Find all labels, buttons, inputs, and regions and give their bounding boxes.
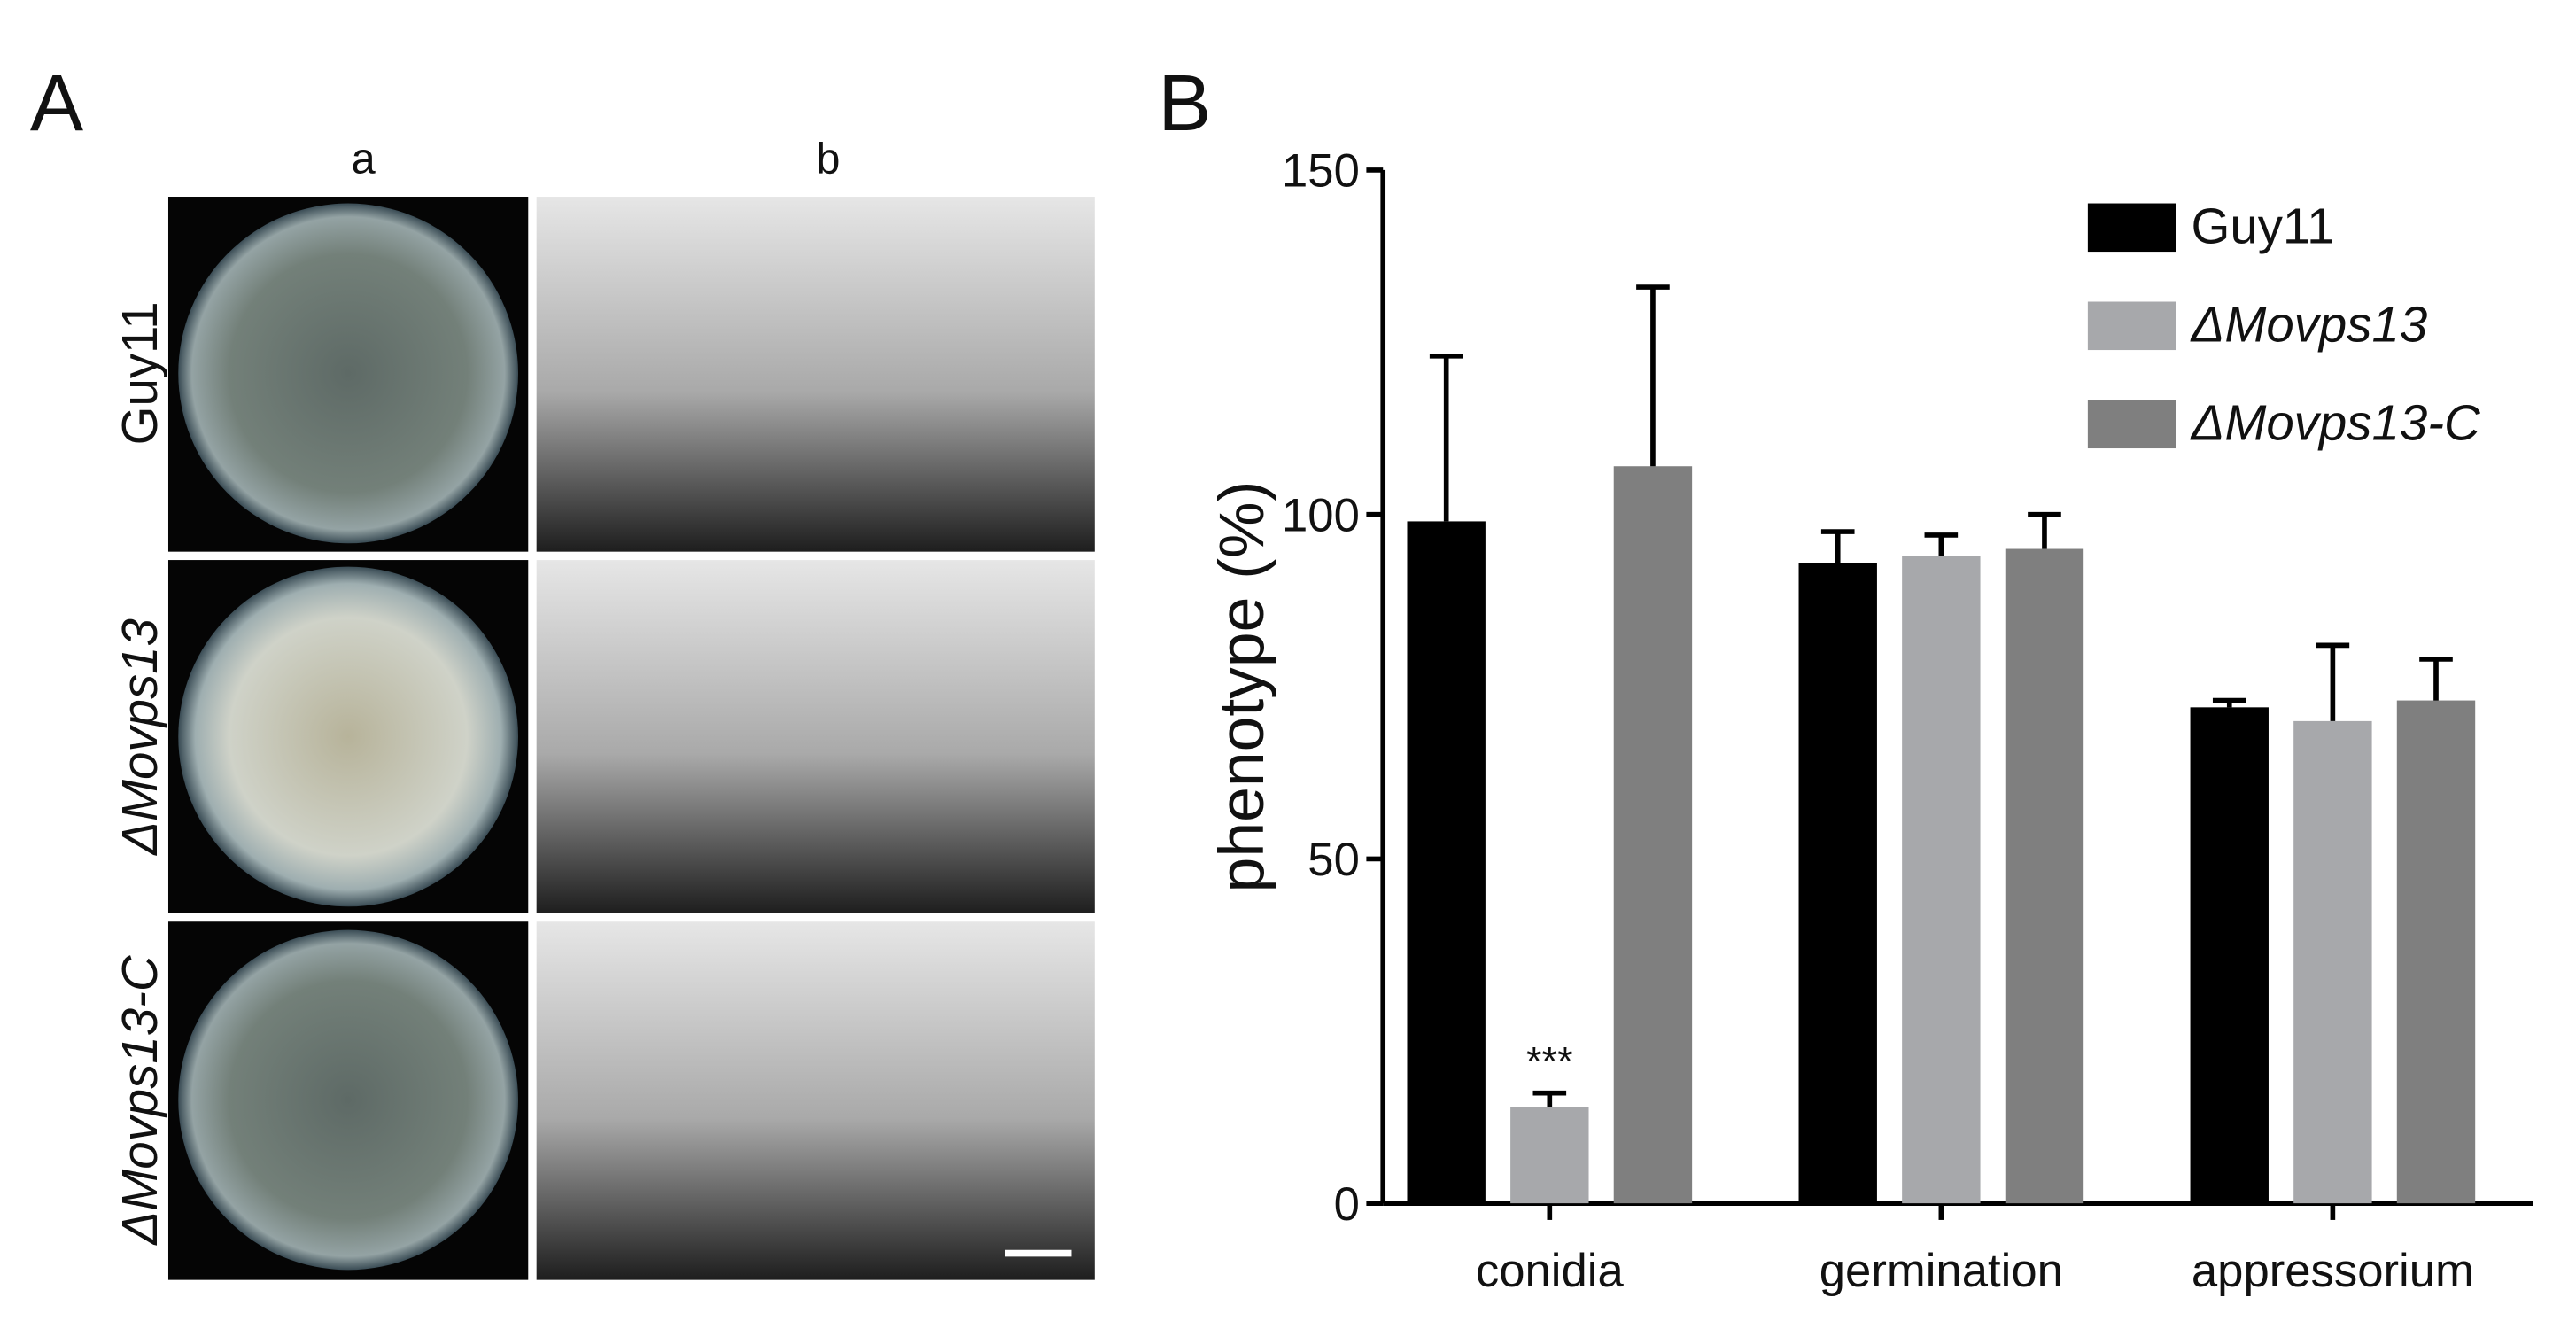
error-bar	[2028, 511, 2061, 549]
error-bar	[2212, 697, 2246, 708]
bar	[2005, 548, 2084, 1204]
column-label: a	[351, 136, 376, 183]
row-label: ΔMovps13-C	[112, 954, 167, 1247]
error-bar	[1636, 284, 1670, 467]
x-tick-label: germination	[1819, 1245, 2063, 1297]
micrograph	[536, 921, 1095, 1280]
panel-label: A	[30, 58, 84, 148]
column-label: b	[816, 136, 840, 183]
legend-swatch	[2087, 203, 2176, 253]
y-tick-label: 0	[1334, 1178, 1360, 1231]
plate	[178, 203, 518, 544]
row-label: ΔMovps13	[112, 618, 167, 857]
legend-swatch	[2087, 301, 2176, 351]
annotation: ***	[1526, 1038, 1573, 1084]
bar	[1407, 521, 1486, 1204]
bar	[2396, 700, 2476, 1204]
x-tick-label: appressorium	[2192, 1245, 2474, 1297]
plate	[178, 929, 518, 1271]
legend-swatch	[2087, 400, 2176, 449]
y-axis-title: phenotype (%)	[1207, 481, 1277, 893]
error-bar	[1532, 1090, 1567, 1108]
x-tick-label: conidia	[1476, 1245, 1625, 1297]
bar	[1613, 466, 1693, 1204]
error-bar	[1924, 532, 1959, 556]
bar	[1798, 563, 1877, 1204]
y-tick-label: 50	[1307, 834, 1360, 886]
panel-label: B	[1158, 58, 1211, 148]
row-label: Guy11	[112, 301, 167, 445]
legend-label: ΔMovps13	[2189, 297, 2427, 353]
y-tick-label: 100	[1282, 489, 1360, 541]
bar	[2190, 707, 2269, 1204]
legend-label: Guy11	[2191, 198, 2334, 254]
error-bar	[1429, 354, 1463, 522]
plate	[178, 566, 518, 907]
error-bar	[1820, 529, 1855, 563]
micrograph	[536, 560, 1095, 913]
error-bar	[2419, 657, 2453, 701]
micrograph	[536, 197, 1095, 552]
bar	[1902, 556, 1981, 1204]
photo-grid	[167, 197, 1095, 1280]
bar	[2293, 720, 2372, 1204]
legend-label: ΔMovps13-C	[2189, 395, 2481, 451]
error-bar	[2316, 642, 2350, 721]
bar	[1510, 1107, 1589, 1204]
y-tick-label: 150	[1282, 145, 1360, 198]
